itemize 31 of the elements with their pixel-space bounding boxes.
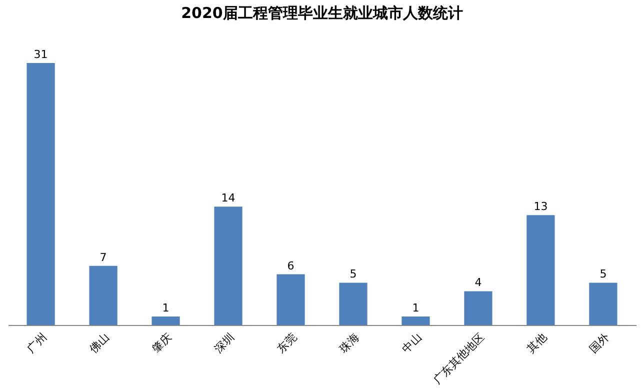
bar xyxy=(402,316,430,325)
data-label: 14 xyxy=(221,192,236,205)
bar xyxy=(589,282,618,325)
x-tick-label: 肇庆 xyxy=(150,330,174,356)
x-tick-label: 其他 xyxy=(524,330,550,356)
data-label: 4 xyxy=(474,276,482,290)
x-tick-label: 广东其他地区 xyxy=(430,330,487,387)
bar xyxy=(214,206,242,325)
x-tick-label: 广州 xyxy=(24,330,50,356)
data-label: 5 xyxy=(350,268,357,281)
data-label: 13 xyxy=(534,200,548,214)
bar xyxy=(276,274,305,325)
bar xyxy=(26,63,55,325)
bar xyxy=(89,266,118,325)
data-label: 31 xyxy=(34,48,48,61)
chart-title: 2020届工程管理毕业生就业城市人数统计 xyxy=(181,4,463,22)
data-label: 1 xyxy=(162,302,170,315)
x-tick-label: 深圳 xyxy=(212,330,237,356)
bar xyxy=(526,215,555,325)
x-tick-label: 中山 xyxy=(399,330,424,356)
bar xyxy=(464,291,492,325)
data-label: 7 xyxy=(100,250,107,264)
data-label: 6 xyxy=(287,259,294,272)
data-label: 5 xyxy=(600,268,607,281)
x-tick-label: 国外 xyxy=(586,330,612,356)
data-label: 1 xyxy=(412,302,420,315)
bar xyxy=(152,316,180,325)
x-tick-label: 珠海 xyxy=(336,330,362,356)
x-tick-label: 东莞 xyxy=(274,330,300,356)
x-tick-label: 佛山 xyxy=(87,330,112,356)
bar xyxy=(339,282,368,325)
